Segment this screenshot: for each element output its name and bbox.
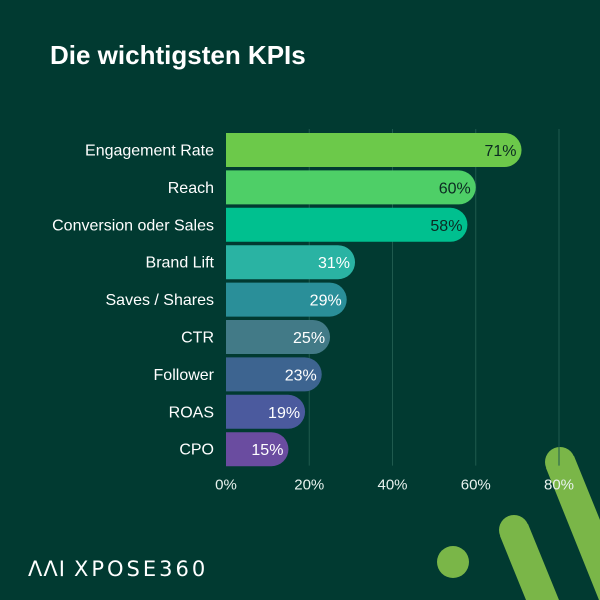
x-tick-label: 20% [294,477,324,494]
decorative-dot [437,546,469,578]
bar [226,432,289,467]
bar [226,170,476,205]
bar [226,394,306,429]
x-tick-label: 0% [215,477,237,494]
x-tick-label: 60% [461,477,491,494]
bar [226,282,347,317]
decorative-stripe-cap [545,447,575,477]
category-label: Follower [154,367,215,384]
bar [226,245,356,280]
logo-text: XPOSE360 [73,557,209,581]
data-label: 25% [293,330,325,347]
data-label: 60% [439,180,471,197]
category-label: Conversion oder Sales [52,217,214,234]
category-label: CTR [181,330,214,347]
x-tick-label: 40% [377,477,407,494]
bar [226,207,468,242]
bar [226,133,522,167]
bar [226,320,331,354]
bar [226,357,322,392]
data-label: 31% [318,255,350,272]
brand-logo: ΛΛΙ XPOSE360 [28,557,208,581]
page-title: Die wichtigsten KPIs [50,40,306,70]
data-label: 19% [268,405,300,422]
decorative-stripe-cap [499,515,529,545]
decorative-stripe [546,456,600,600]
category-label: CPO [179,442,214,459]
data-label: 15% [251,442,283,459]
data-label: 23% [285,367,317,384]
data-label: 29% [310,293,342,310]
data-label: 71% [485,143,517,160]
data-label: 58% [430,218,462,235]
category-label: Engagement Rate [85,143,214,160]
x-tick-label: 80% [544,477,574,494]
category-label: Saves / Shares [106,292,215,309]
logo-mark: ΛΛΙ [28,557,66,581]
category-label: Brand Lift [146,255,215,272]
category-label: ROAS [169,404,214,421]
category-label: Reach [168,180,214,197]
